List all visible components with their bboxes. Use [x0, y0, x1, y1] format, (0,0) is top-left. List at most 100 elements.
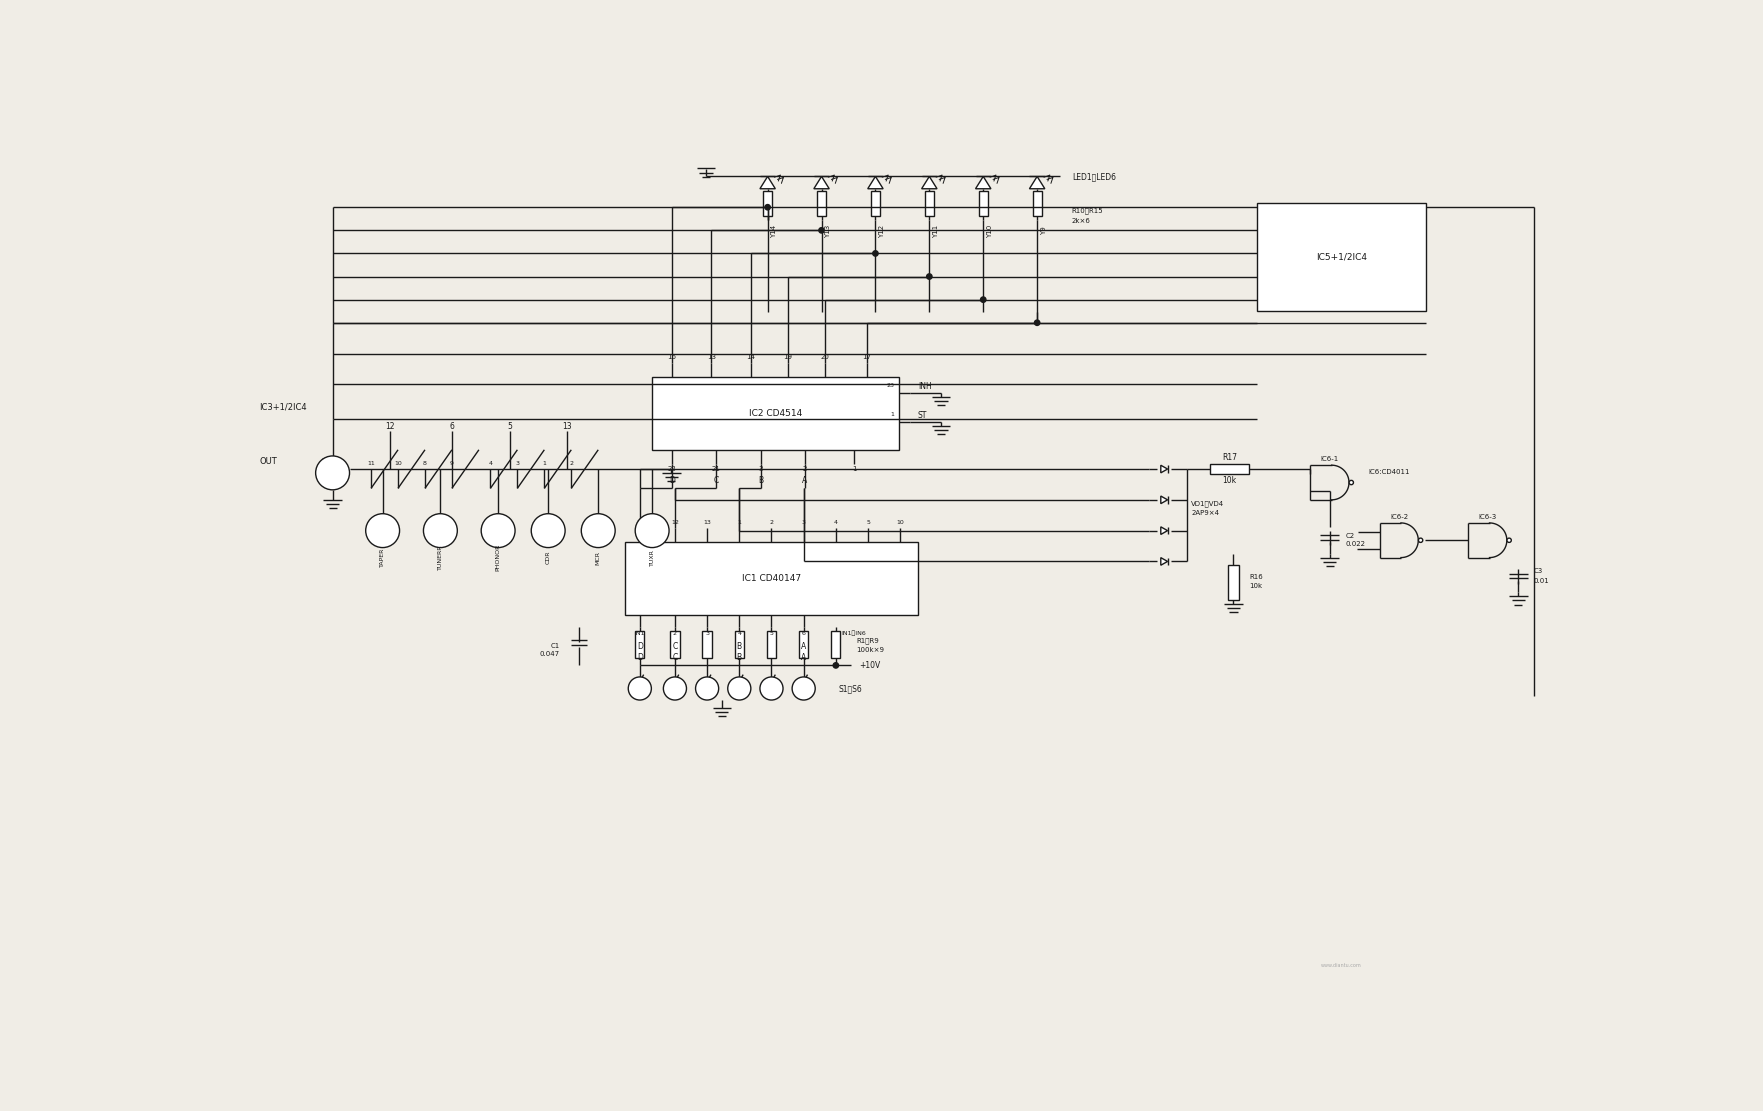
Bar: [735, 631, 744, 658]
Bar: [1227, 565, 1239, 600]
Text: 4: 4: [488, 461, 492, 467]
Circle shape: [423, 513, 457, 548]
Text: C1: C1: [550, 643, 559, 649]
Circle shape: [927, 273, 933, 279]
Text: C3: C3: [1534, 569, 1543, 574]
Circle shape: [635, 513, 670, 548]
Text: IC3+1/2IC4: IC3+1/2IC4: [259, 403, 307, 412]
Text: C2: C2: [1345, 533, 1354, 539]
Text: 6: 6: [802, 631, 806, 635]
Text: Y9: Y9: [1040, 227, 1047, 236]
Text: Y10: Y10: [987, 224, 993, 238]
Text: 23: 23: [887, 382, 894, 388]
Text: 11: 11: [367, 461, 376, 467]
Circle shape: [834, 662, 839, 668]
Bar: [830, 631, 841, 658]
Text: TAPER: TAPER: [381, 548, 384, 568]
Circle shape: [365, 513, 400, 548]
Text: 14: 14: [746, 354, 755, 360]
Polygon shape: [867, 177, 883, 189]
Bar: [702, 631, 712, 658]
Text: 13: 13: [703, 520, 710, 526]
Text: ST: ST: [919, 411, 927, 420]
Circle shape: [316, 456, 349, 490]
Bar: [652, 377, 899, 450]
Text: 2: 2: [802, 466, 807, 472]
Text: A: A: [802, 477, 807, 486]
Circle shape: [481, 513, 515, 548]
Text: 3: 3: [705, 631, 709, 635]
Text: 0.047: 0.047: [539, 651, 559, 657]
Text: D: D: [668, 477, 675, 486]
Text: TUNERR: TUNERR: [437, 544, 443, 570]
Bar: [1257, 203, 1426, 311]
Bar: [926, 191, 934, 216]
Text: VD1～VD4: VD1～VD4: [1192, 500, 1224, 507]
Text: IC1 CD40147: IC1 CD40147: [742, 574, 800, 583]
Bar: [816, 191, 827, 216]
Text: 1: 1: [852, 466, 857, 472]
Text: 0.022: 0.022: [1345, 541, 1365, 547]
Circle shape: [628, 677, 651, 700]
Text: C: C: [714, 477, 719, 486]
Polygon shape: [1160, 527, 1167, 534]
Text: 5: 5: [508, 422, 511, 431]
Polygon shape: [760, 177, 776, 189]
Text: 10: 10: [896, 520, 904, 526]
Polygon shape: [922, 177, 936, 189]
Bar: [670, 631, 679, 658]
Text: A: A: [800, 642, 806, 651]
Text: C: C: [672, 642, 677, 651]
Text: 2: 2: [673, 631, 677, 635]
Text: 2AP9×4: 2AP9×4: [1192, 510, 1220, 516]
Polygon shape: [1160, 558, 1167, 565]
Polygon shape: [1160, 496, 1167, 503]
Circle shape: [663, 677, 686, 700]
Bar: [978, 191, 987, 216]
Circle shape: [873, 251, 878, 257]
Circle shape: [728, 677, 751, 700]
Text: 9: 9: [450, 461, 453, 467]
Text: 22: 22: [668, 466, 677, 472]
Text: IC6-3: IC6-3: [1479, 513, 1497, 520]
Text: Y11: Y11: [933, 224, 940, 238]
Text: IN1: IN1: [635, 631, 645, 635]
Text: C: C: [672, 653, 677, 662]
Text: IC6-1: IC6-1: [1320, 456, 1338, 462]
Text: Y12: Y12: [880, 224, 885, 238]
Circle shape: [696, 677, 719, 700]
Text: CDR: CDR: [547, 551, 550, 564]
Text: 8: 8: [423, 461, 427, 467]
Text: R: R: [321, 459, 326, 464]
Text: 10k: 10k: [1222, 477, 1236, 486]
Circle shape: [765, 204, 770, 210]
Text: 3: 3: [758, 466, 763, 472]
Text: IN1～IN6: IN1～IN6: [841, 630, 866, 635]
Text: 2k×6: 2k×6: [1072, 218, 1091, 224]
Text: TUXR: TUXR: [649, 549, 654, 565]
Circle shape: [1419, 538, 1423, 542]
Text: OUT: OUT: [259, 457, 277, 466]
Circle shape: [760, 677, 783, 700]
Text: 10k: 10k: [1248, 583, 1262, 590]
Text: A: A: [800, 653, 806, 662]
Bar: [626, 542, 919, 615]
Text: 12: 12: [672, 520, 679, 526]
Text: 17: 17: [862, 354, 871, 360]
Text: 0.01: 0.01: [1534, 578, 1550, 583]
Bar: [763, 191, 772, 216]
Text: IC6:CD4011: IC6:CD4011: [1368, 469, 1410, 476]
Text: R16: R16: [1248, 574, 1262, 580]
Text: Y14: Y14: [772, 224, 777, 238]
Polygon shape: [1160, 466, 1167, 473]
Circle shape: [818, 228, 825, 233]
Text: IC6-2: IC6-2: [1389, 513, 1409, 520]
Circle shape: [980, 297, 986, 302]
Text: 4: 4: [737, 631, 740, 635]
Text: 19: 19: [783, 354, 792, 360]
Text: 20: 20: [820, 354, 829, 360]
Text: 12: 12: [386, 422, 395, 431]
Text: 5: 5: [866, 520, 869, 526]
Bar: [635, 631, 645, 658]
Text: 4: 4: [834, 520, 837, 526]
